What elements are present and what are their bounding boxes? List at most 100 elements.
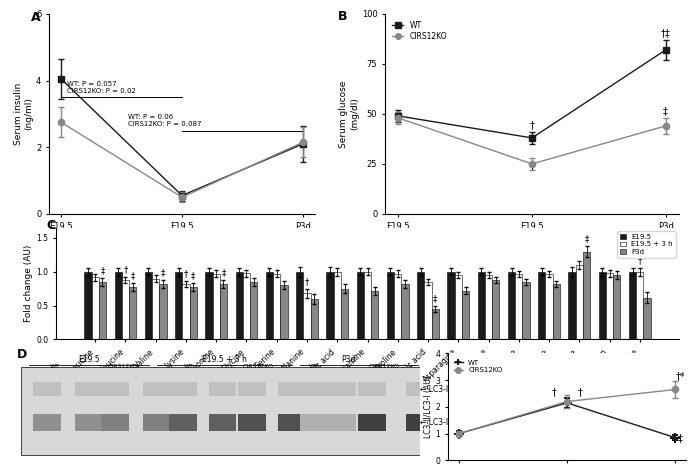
Bar [122,280,129,339]
Bar [311,299,318,339]
Bar [636,272,643,339]
Bar [279,382,307,396]
Text: †: † [530,120,534,130]
Bar [303,293,311,339]
Bar [300,414,328,432]
Bar [300,382,328,396]
Bar [371,291,379,339]
Bar [522,282,530,339]
Bar [21,367,420,455]
Text: ‡: ‡ [131,271,135,280]
Bar [575,265,583,339]
Y-axis label: Serum glucose
(mg/dl): Serum glucose (mg/dl) [340,80,359,147]
Text: E19.5: E19.5 [78,355,99,364]
Bar [358,414,386,432]
Text: CIRS12KO: CIRS12KO [369,364,400,369]
Bar [115,272,122,339]
Bar [358,382,386,396]
Bar [485,275,492,339]
Text: C: C [47,219,56,232]
Text: ‡: ‡ [584,234,589,243]
Bar [328,414,356,432]
Text: ‡: ‡ [221,268,225,277]
Bar [75,382,103,396]
Text: ← LC3-II: ← LC3-II [420,418,450,427]
Bar [143,414,171,432]
Bar [205,272,213,339]
Bar [296,272,303,339]
Bar [477,272,485,339]
Text: ← LC3-I: ← LC3-I [420,385,448,394]
Text: D: D [17,348,27,361]
Bar [424,282,432,339]
Legend: E19.5, E19.5 + 3 h, P3d: E19.5, E19.5 + 3 h, P3d [617,231,676,258]
Bar [33,414,61,432]
Bar [553,284,560,339]
Bar [209,382,237,396]
Text: E19.5 + 3 h: E19.5 + 3 h [202,355,247,364]
Text: †: † [305,278,309,287]
Bar [538,272,545,339]
Text: ‡: ‡ [161,268,165,277]
Bar [145,272,152,339]
Bar [92,277,99,339]
Text: †‡: †‡ [661,28,671,38]
Text: WT: WT [50,364,60,369]
Text: A: A [31,11,41,24]
Text: †: † [638,256,642,265]
Bar [152,279,160,339]
Text: ‡: ‡ [678,433,683,443]
Bar [387,272,394,339]
Bar [239,382,267,396]
Bar [492,280,499,339]
Bar [364,272,371,339]
Bar [508,272,515,339]
Text: WT: WT [309,364,319,369]
Bar [281,286,288,339]
Bar [143,382,171,396]
Bar [266,272,273,339]
Bar [545,274,553,339]
Text: WT: WT [183,364,194,369]
Bar [190,287,197,339]
Bar [606,273,613,339]
Text: WT: P = 0.057
CIRS12KO: P = 0.02: WT: P = 0.057 CIRS12KO: P = 0.02 [67,81,136,94]
Bar [356,272,364,339]
Text: †: † [123,265,127,274]
Bar [326,272,334,339]
Text: B: B [338,10,348,23]
Legend: WT, CIRS12KO: WT, CIRS12KO [452,357,505,376]
Text: †: † [578,387,582,397]
Bar [33,382,61,396]
Bar [129,287,137,339]
Legend: WT, CIRS12KO: WT, CIRS12KO [389,18,450,44]
Y-axis label: Serum insulin
(ng/ml): Serum insulin (ng/ml) [14,83,33,145]
Text: CIRS12KO: CIRS12KO [243,364,274,369]
Text: CIRS12KO: CIRS12KO [107,364,138,369]
Bar [401,284,409,339]
Bar [406,414,434,432]
Bar [236,272,243,339]
Bar [75,414,103,432]
Bar [515,274,522,339]
Bar [643,298,651,339]
Bar [629,272,636,339]
Bar [209,414,237,432]
Bar [279,414,307,432]
Bar [613,275,620,339]
Text: †: † [530,160,534,170]
Bar [99,282,106,339]
Text: WT: P = 0.06
CIRS12KO: P = 0.087: WT: P = 0.06 CIRS12KO: P = 0.087 [127,114,201,127]
Bar [341,289,348,339]
Bar [273,274,281,339]
Bar [432,309,439,339]
Bar [101,414,129,432]
Y-axis label: Fold change (AU): Fold change (AU) [25,245,34,322]
Bar [568,272,575,339]
Text: ‡: ‡ [100,266,104,275]
Text: †: † [184,269,188,278]
Bar [462,291,469,339]
Bar [406,382,434,396]
Bar [175,272,182,339]
Bar [598,272,606,339]
